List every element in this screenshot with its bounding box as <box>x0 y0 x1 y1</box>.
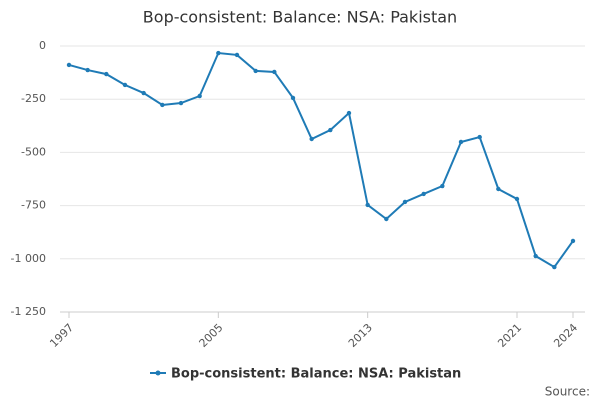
point <box>178 100 184 106</box>
point <box>477 134 482 140</box>
point <box>402 199 408 205</box>
point <box>552 264 557 270</box>
legend-label: Bop-consistent: Balance: NSA: Pakistan <box>171 367 461 382</box>
x-tick-label: 2021 <box>495 321 524 350</box>
y-tick-label: -1 250 <box>11 305 46 318</box>
point <box>421 191 426 197</box>
source: Source: <box>545 385 590 399</box>
y-tick-label: 0 <box>39 39 46 52</box>
point <box>253 68 258 74</box>
x-tick-label: 2024 <box>551 321 580 350</box>
y-tick-label: -1 000 <box>11 252 46 265</box>
legend-marker <box>155 370 161 376</box>
point <box>197 93 202 99</box>
y-tick-label: -500 <box>21 145 46 158</box>
x-tick-label: 1997 <box>47 321 76 350</box>
x-tick-label: 2013 <box>346 321 375 350</box>
x-tick-label: 2005 <box>197 321 226 350</box>
point <box>328 127 333 133</box>
point <box>570 238 576 244</box>
point <box>216 50 221 56</box>
point <box>160 102 165 108</box>
point <box>104 71 109 77</box>
point <box>272 69 277 75</box>
point <box>514 196 520 202</box>
y-tick-label: -750 <box>21 199 46 212</box>
point <box>85 67 90 73</box>
point <box>290 95 296 101</box>
point <box>66 62 72 68</box>
point <box>141 90 146 96</box>
y-tick-label: -250 <box>21 92 46 105</box>
point <box>384 216 389 222</box>
point <box>365 202 370 208</box>
chart-title: Bop-consistent: Balance: NSA: Pakistan <box>143 8 457 27</box>
point <box>533 253 538 259</box>
point <box>309 136 314 142</box>
point <box>496 186 501 192</box>
series-line <box>68 51 574 269</box>
point <box>440 183 445 189</box>
point <box>458 139 464 145</box>
point <box>346 110 352 116</box>
point <box>122 82 128 88</box>
point <box>234 52 240 58</box>
